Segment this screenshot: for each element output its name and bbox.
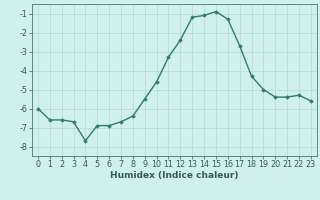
X-axis label: Humidex (Indice chaleur): Humidex (Indice chaleur) <box>110 171 239 180</box>
